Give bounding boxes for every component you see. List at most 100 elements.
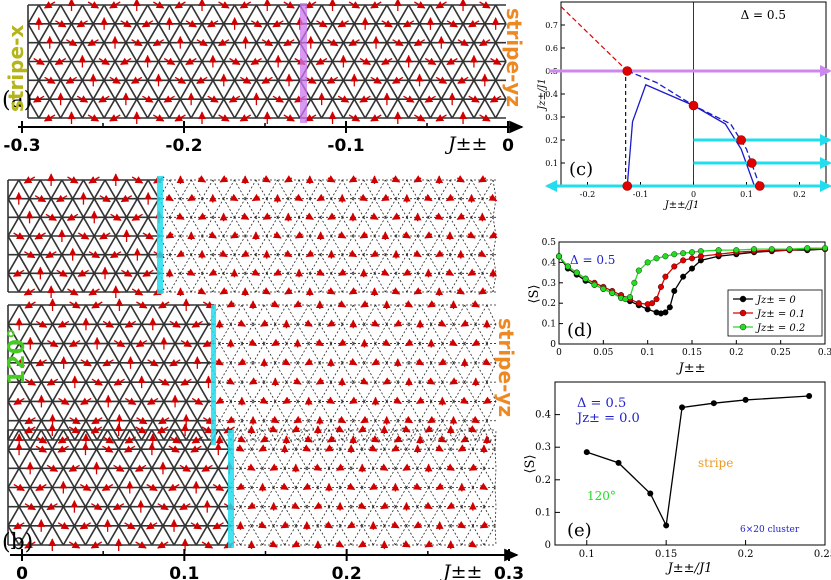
- lattice-bond: [117, 429, 131, 450]
- lattice-bond: [308, 362, 321, 383]
- lattice-bond: [328, 468, 341, 488]
- lattice-bond: [450, 487, 463, 507]
- lattice-bond: [262, 487, 274, 507]
- panel-e-ytick-label: 0.1: [535, 507, 551, 518]
- spin-arrow: [479, 482, 489, 491]
- lattice-bond: [168, 4, 181, 25]
- lattice-bond: [173, 467, 186, 488]
- lattice-bond: [255, 198, 268, 218]
- lattice-bond: [49, 4, 62, 25]
- lattice-bond: [104, 272, 117, 293]
- spin-arrow: [35, 320, 48, 328]
- panel-c-boundary-line: [626, 83, 756, 187]
- lattice-bond: [352, 179, 365, 199]
- lattice-bond: [319, 343, 332, 364]
- lattice-bond: [62, 343, 76, 364]
- spin-arrow: [57, 445, 69, 453]
- spin-arrow: [165, 193, 174, 202]
- lattice-bond: [461, 487, 474, 507]
- lattice-bond: [233, 23, 247, 44]
- axis-tick-label: -0.3: [3, 136, 40, 156]
- lattice-bond: [284, 468, 297, 488]
- lattice-bond: [244, 235, 257, 255]
- lattice-bond: [244, 98, 258, 119]
- spin-arrow: [435, 482, 445, 491]
- spin-arrow: [326, 319, 336, 327]
- lattice-bond: [451, 61, 464, 81]
- spin-arrow: [35, 445, 48, 453]
- lattice-bond: [223, 79, 236, 100]
- lattice-bond: [40, 304, 54, 325]
- svg-text:stripe-x: stripe-x: [4, 25, 28, 112]
- lattice-bond: [223, 198, 235, 218]
- spin-arrow: [120, 57, 132, 66]
- lattice-bond: [70, 61, 84, 81]
- lattice-bond: [93, 198, 106, 218]
- lattice-bond: [179, 4, 192, 25]
- spin-arrow: [283, 1, 295, 9]
- lattice-bond: [429, 61, 442, 81]
- lattice-bond: [308, 304, 321, 325]
- spin-arrow: [348, 114, 361, 122]
- lattice-bond: [462, 4, 475, 25]
- lattice-bond: [158, 235, 171, 255]
- lattice-bond: [18, 198, 31, 218]
- spin-arrow: [304, 357, 314, 366]
- lattice-bond: [95, 429, 109, 450]
- lattice-bond: [363, 254, 375, 274]
- lattice-bond: [330, 304, 343, 325]
- lattice-bond: [223, 179, 235, 199]
- lattice-bond: [212, 217, 224, 237]
- lattice-bond: [484, 98, 497, 119]
- lattice-bond: [61, 254, 74, 274]
- spin-arrow: [141, 19, 154, 28]
- spin-arrow: [174, 1, 186, 9]
- lattice-bond: [364, 362, 376, 383]
- spin-arrow: [401, 425, 411, 433]
- lattice-bond: [129, 362, 143, 383]
- spin-arrow: [13, 232, 25, 240]
- lattice-bond: [341, 198, 354, 218]
- lattice-bond: [146, 4, 160, 25]
- spin-arrow: [43, 114, 56, 122]
- lattice-bond: [50, 254, 63, 274]
- lattice-bond: [460, 198, 472, 218]
- lattice-bond: [494, 487, 497, 507]
- lattice-bond: [174, 343, 187, 364]
- spin-arrow: [446, 463, 455, 471]
- lattice-bond: [317, 525, 330, 546]
- lattice-bond: [266, 179, 278, 199]
- lattice-bond: [350, 525, 363, 546]
- lattice-bond: [73, 487, 87, 508]
- lattice-bond: [481, 235, 494, 255]
- spin-arrow: [456, 175, 465, 183]
- lattice-bond: [407, 98, 421, 119]
- spin-arrow: [69, 301, 81, 309]
- lattice-bond: [419, 343, 432, 364]
- spin-arrow: [262, 212, 272, 220]
- lattice-bond: [7, 487, 20, 508]
- lattice-bond: [428, 217, 440, 237]
- spin-arrow: [34, 232, 46, 240]
- lattice-bond: [397, 343, 410, 364]
- panel-b-left-label: 120°: [5, 328, 30, 385]
- spin-arrow: [66, 213, 79, 221]
- lattice-bond: [51, 525, 65, 546]
- spin-arrow: [262, 175, 271, 183]
- lattice-bond: [7, 401, 20, 422]
- lattice-bond: [310, 23, 323, 44]
- lattice-bond: [136, 216, 149, 237]
- lattice-bond: [103, 98, 116, 119]
- lattice-bond: [29, 467, 42, 488]
- lattice-bond: [62, 487, 76, 508]
- lattice-bond: [62, 362, 76, 383]
- lattice-bond: [440, 42, 453, 62]
- lattice-bond: [320, 98, 334, 119]
- lattice-bond: [263, 324, 276, 344]
- spin-arrow: [305, 76, 317, 84]
- lattice-bond: [158, 217, 171, 237]
- spin-arrow: [121, 269, 133, 277]
- lattice-bond: [18, 467, 31, 488]
- spin-arrow: [435, 76, 448, 84]
- spin-arrow: [142, 269, 154, 277]
